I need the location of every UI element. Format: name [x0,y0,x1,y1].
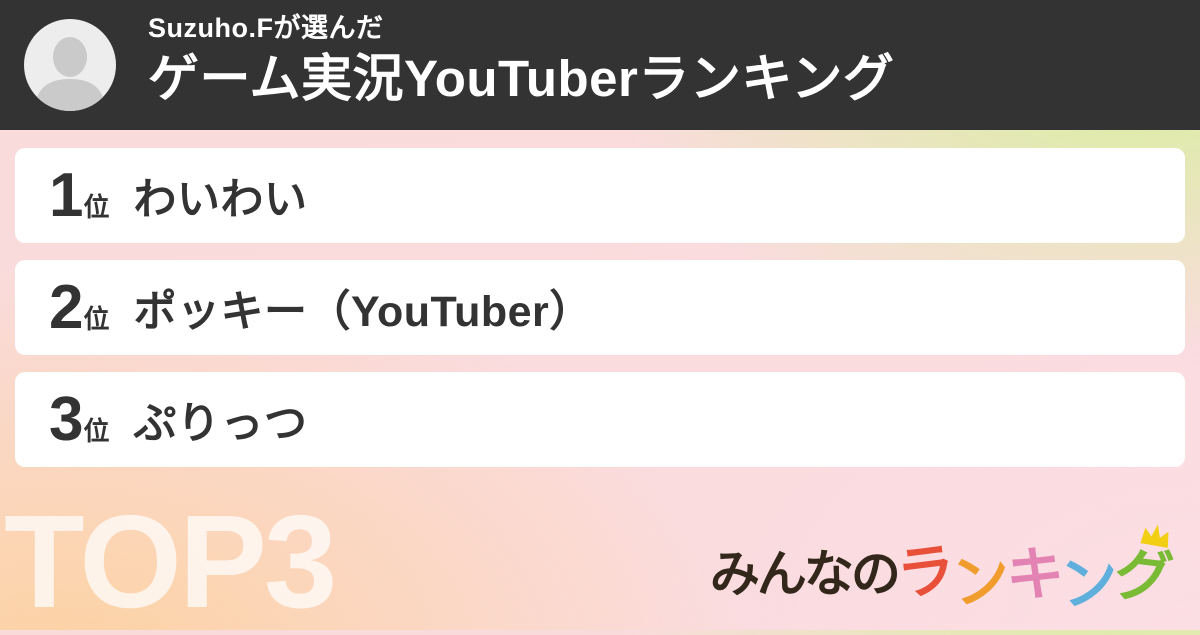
top3-badge: TOP3 [4,488,337,635]
ranking-row-1: 1 位 わいわい [15,148,1185,243]
logo-letter: キ [1004,540,1062,609]
avatar [24,19,116,111]
site-logo: みんなの ラ ン キ ン グ [709,524,1172,618]
rank-number: 1 [49,160,84,230]
crown-icon [1138,520,1174,549]
rank-badge: 2 位 [49,272,110,342]
header-text: Suzuho.Fが選んだ ゲーム実況YouTuberランキング [148,10,894,113]
rank-unit: 位 [83,191,110,222]
rank-unit: 位 [83,303,110,334]
entry-name: わいわい [133,175,308,224]
rank-number: 3 [49,384,84,454]
logo-letter: ン [1056,546,1119,619]
logo-prefix: みんなの [709,546,901,602]
logo-letter: ン [947,544,1011,617]
entry-name: ぷりっつ [133,399,308,448]
entry-name: ポッキー（YouTuber） [133,287,593,336]
chooser-label: Suzuho.Fが選んだ [148,13,384,43]
person-icon [35,37,105,111]
ranking-row-2: 2 位 ポッキー（YouTuber） [15,260,1185,355]
header: Suzuho.Fが選んだ ゲーム実況YouTuberランキング [0,0,1200,130]
rank-badge: 3 位 [49,384,110,454]
logo-letter: ラ [893,536,955,609]
rank-badge: 1 位 [49,160,110,230]
logo-letter: グ [1110,540,1173,613]
page-title: ゲーム実況YouTuberランキング [148,50,895,108]
rank-number: 2 [49,272,84,342]
rank-unit: 位 [83,415,110,446]
ranking-row-3: 3 位 ぷりっつ [15,372,1185,467]
ranking-list: 1 位 わいわい 2 位 ポッキー（YouTuber） 3 位 ぷりっつ [0,130,1200,467]
